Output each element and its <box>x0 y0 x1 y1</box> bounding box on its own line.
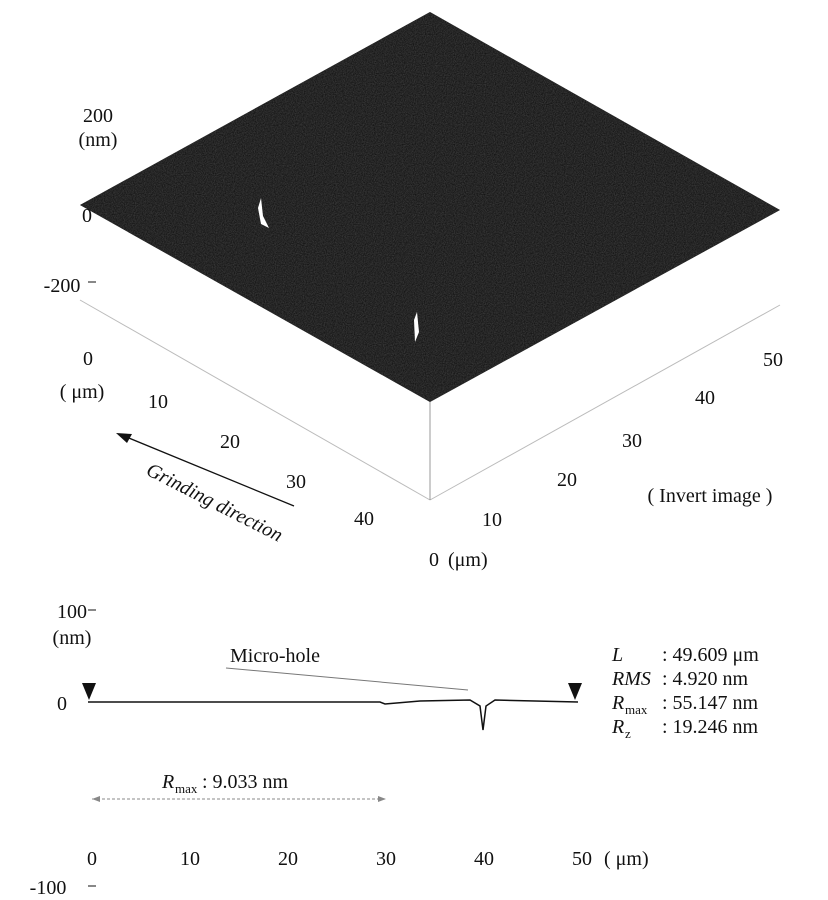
y-tick-label: 0 <box>57 693 67 715</box>
x-tick-label: 30 <box>376 848 396 870</box>
value: : 19.246 nm <box>662 716 759 738</box>
y-tick-label: 0 <box>429 549 439 571</box>
subscript: max <box>175 781 198 796</box>
x-tick-label: 40 <box>474 848 494 870</box>
symbol: R <box>611 716 624 738</box>
value: : 4.920 nm <box>662 668 749 690</box>
z-tick-label: 0 <box>82 205 92 227</box>
symbol: L <box>611 644 623 666</box>
symbol: RMS <box>611 668 651 690</box>
note: ( Invert image ) <box>648 485 773 507</box>
y-tick-label: 40 <box>695 387 715 409</box>
symbol: R <box>611 692 624 714</box>
y-tick-label: 50 <box>763 349 783 371</box>
marker <box>82 683 96 700</box>
z-unit: (nm) <box>79 129 118 151</box>
symbol: R <box>161 771 174 793</box>
z-tick-label: 200 <box>83 105 113 127</box>
value: : 55.147 nm <box>662 692 759 714</box>
x-tick-label: 0 <box>87 848 97 870</box>
y-tick-label: 30 <box>622 430 642 452</box>
x-tick-label: 40 <box>354 508 374 530</box>
value: : 49.609 μm <box>662 644 759 666</box>
x-tick-label: 10 <box>180 848 200 870</box>
y-tick-label: -100 <box>30 877 67 899</box>
profile-line <box>88 700 578 730</box>
y-tick-label: 10 <box>482 509 502 531</box>
x-tick-label: 30 <box>286 471 306 493</box>
surface-texture <box>80 12 780 402</box>
surface-3d <box>80 12 780 500</box>
y-unit: (nm) <box>53 627 92 649</box>
y-tick-label: 20 <box>557 469 577 491</box>
value: : 9.033 nm <box>202 771 289 793</box>
y-unit: (μm) <box>448 549 488 571</box>
subscript: z <box>625 726 631 741</box>
arrow-head <box>92 796 100 802</box>
x-tick-label: 20 <box>278 848 298 870</box>
arrow-head <box>378 796 386 802</box>
annotation: Micro-hole <box>230 645 320 667</box>
arrow-head <box>116 433 132 443</box>
y-tick-label: 100 <box>57 601 87 623</box>
arrow-label: Grinding direction <box>143 459 286 547</box>
marker <box>568 683 582 700</box>
x-tick-label: 0 <box>83 348 93 370</box>
leader-line <box>226 668 468 690</box>
z-tick-label: -200 <box>44 275 81 297</box>
x-tick-label: 50 <box>572 848 592 870</box>
profile <box>82 610 582 886</box>
x-unit: ( μm) <box>60 381 105 403</box>
x-tick-label: 20 <box>220 431 240 453</box>
figure: 200 (nm) 0 -200 0 ( μm) 10 20 30 40 0 (μ… <box>0 0 828 900</box>
x-tick-label: 10 <box>148 391 168 413</box>
x-unit: ( μm) <box>604 848 649 870</box>
subscript: max <box>625 702 648 717</box>
